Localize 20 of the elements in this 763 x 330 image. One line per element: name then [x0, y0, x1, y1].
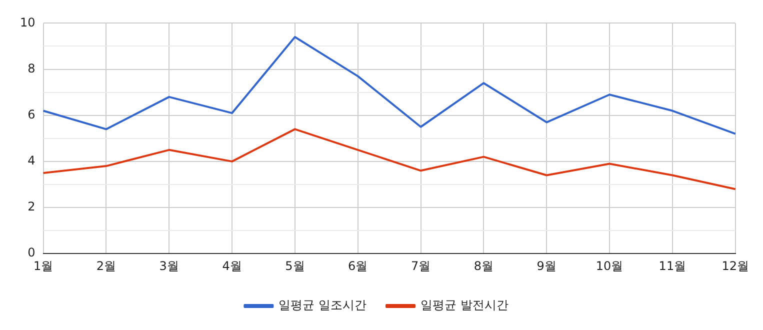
y-tick-label: 4 [28, 154, 36, 168]
x-tick-label: 1월 [33, 258, 54, 273]
legend-label: 일평균 발전시간 [420, 298, 508, 312]
x-tick-label: 7월 [410, 258, 431, 273]
x-tick-label: 6월 [348, 258, 368, 273]
x-tick-label: 3월 [159, 258, 179, 273]
y-tick-label: 10 [20, 15, 36, 30]
x-tick-label: 2월 [96, 258, 116, 273]
y-tick-label: 0 [28, 246, 36, 260]
x-tick-label: 10월 [596, 258, 624, 273]
x-tick-label: 9월 [536, 258, 556, 273]
x-tick-label: 11월 [658, 258, 686, 273]
x-tick-label: 12월 [722, 258, 750, 273]
x-tick-label: 8월 [474, 258, 494, 273]
y-tick-label: 2 [28, 200, 36, 214]
y-tick-label: 8 [28, 61, 36, 76]
x-tick-label: 5월 [285, 258, 305, 273]
legend-label: 일평균 일조시간 [278, 298, 367, 312]
x-tick-label: 4월 [222, 258, 242, 273]
y-tick-label: 6 [28, 107, 36, 122]
